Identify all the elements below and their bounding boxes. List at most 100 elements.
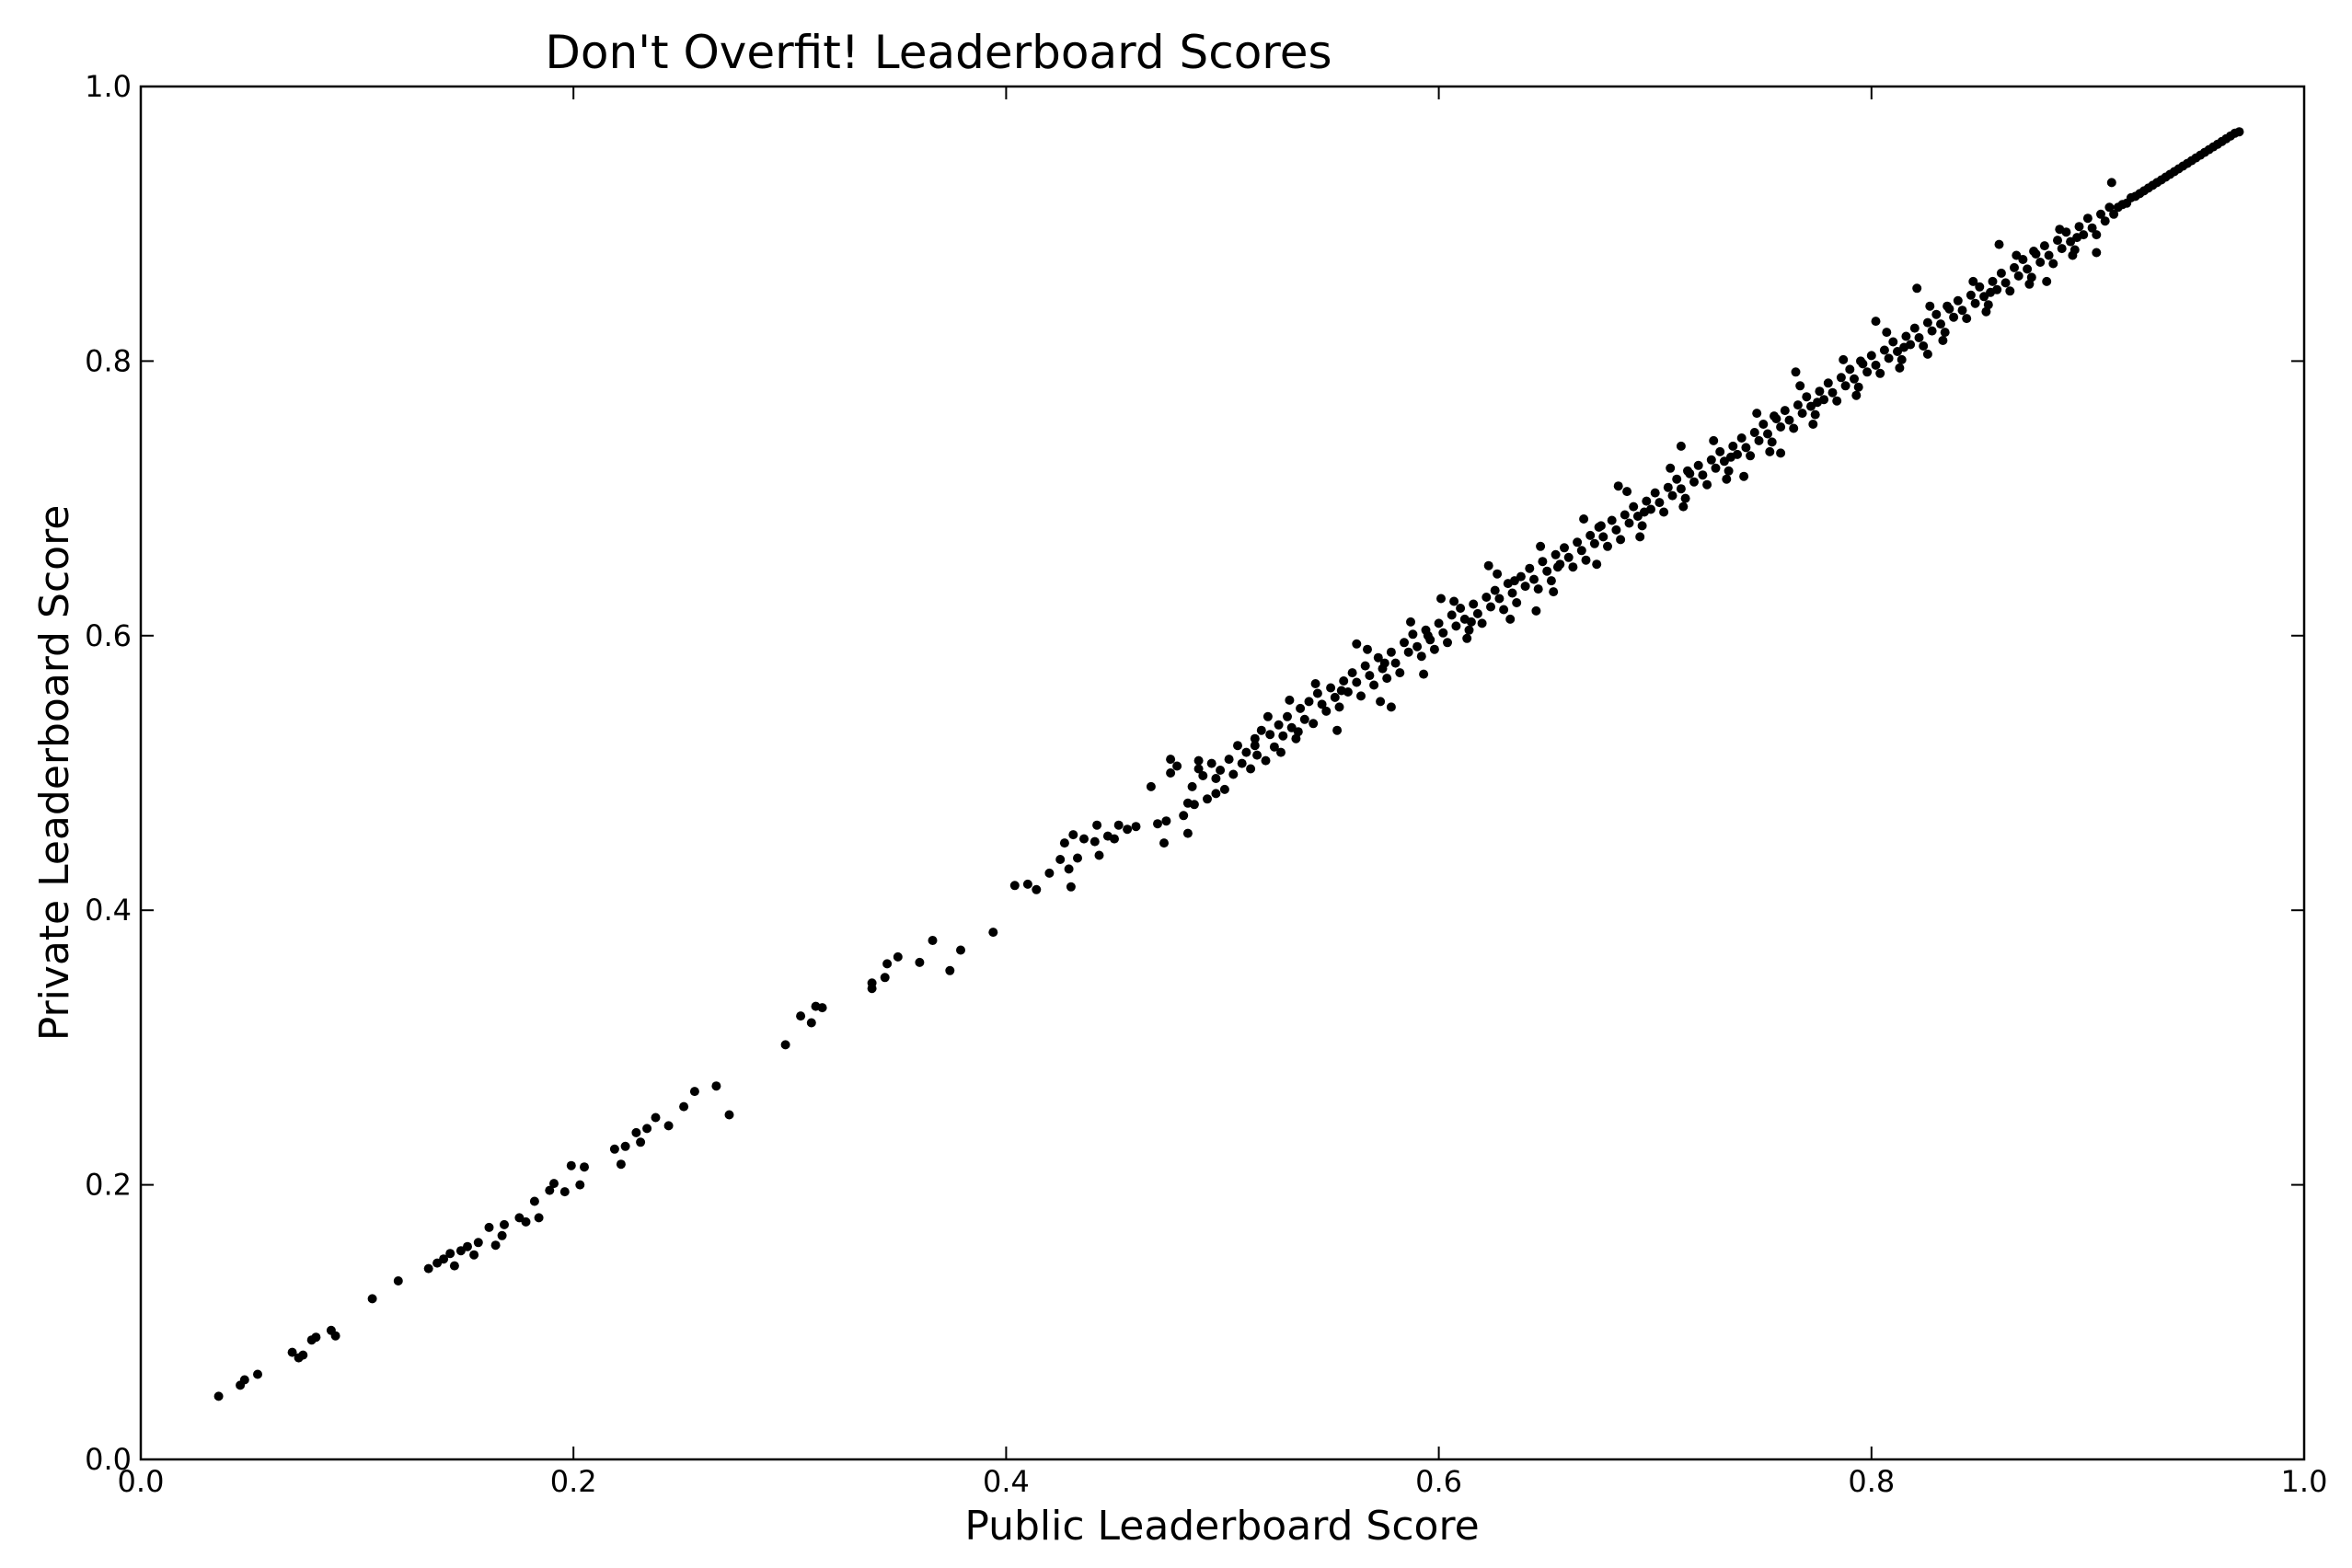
data-point [945,965,955,975]
data-point [1416,651,1426,662]
data-point [1940,328,1950,338]
data-point [1579,514,1589,524]
data-point [1552,562,1562,572]
data-point [928,936,938,945]
data-point [1159,838,1169,848]
data-point [651,1113,661,1123]
data-point [490,1240,501,1251]
data-point [1683,466,1692,476]
data-point [1310,679,1320,688]
data-point [1032,884,1042,894]
x-tick-label: 0.8 [1848,1464,1895,1499]
data-point [1449,596,1459,606]
data-point [1438,628,1448,638]
data-point [1758,420,1769,429]
data-point [880,973,890,983]
data-point [1850,374,1859,384]
data-point [1832,396,1842,406]
data-point [1560,543,1569,553]
data-point [1299,714,1309,724]
data-point [1187,781,1197,791]
data-point [1943,301,1953,311]
x-tick-label: 0.6 [1415,1464,1462,1499]
data-point [455,1246,466,1256]
data-point [1390,658,1401,668]
data-point [1293,727,1303,737]
data-point [287,1347,297,1357]
data-point [1531,605,1541,616]
data-point [1022,879,1032,889]
data-point [1912,283,1922,294]
data-point [1326,683,1336,693]
data-point [1739,471,1749,481]
data-point [1568,562,1578,572]
data-point [1443,638,1452,648]
data-point [1206,758,1216,768]
data-point [1436,594,1446,604]
data-point [1689,477,1699,487]
data-point [2055,225,2065,235]
data-point [500,1219,509,1229]
data-point [1064,864,1074,874]
data-point [1808,420,1818,429]
data-point [1386,702,1396,712]
data-point [620,1141,630,1151]
data-point [1009,881,1020,891]
data-point [2044,250,2054,260]
data-point [2039,241,2049,251]
data-point [1709,435,1719,445]
data-point [1966,290,1976,300]
data-point [1749,428,1759,437]
data-point [1879,345,1889,355]
data-point [1237,758,1247,768]
data-point [1650,488,1660,498]
data-point [956,945,965,955]
data-point [2072,233,2082,243]
data-point [1680,493,1690,503]
data-points-layer [213,127,2244,1401]
data-point [1922,317,1932,328]
data-point [1092,820,1102,830]
y-tick-label: 0.8 [85,343,132,378]
data-point [311,1332,321,1343]
y-axis-label: Private Leaderboard Score [31,505,78,1042]
data-point [1549,587,1559,597]
data-point [1736,433,1747,443]
data-point [1525,563,1535,573]
data-point [575,1180,585,1190]
data-point [1464,625,1474,635]
data-point [2010,262,2019,272]
data-point [1546,576,1556,586]
data-point [1589,538,1599,548]
data-point [1486,602,1495,612]
data-point [1635,532,1645,542]
data-point [1639,507,1649,517]
data-point [893,951,903,962]
data-point [1536,541,1546,551]
data-point [689,1087,699,1097]
data-point [1509,576,1519,586]
data-point [393,1276,403,1286]
data-point [1607,515,1617,525]
data-point [2087,223,2097,233]
data-point [1698,470,1708,480]
data-point [367,1294,377,1304]
data-point [1663,482,1673,492]
data-point [469,1250,479,1260]
data-point [1352,639,1362,649]
data-point [806,1018,816,1028]
data-point [1875,368,1885,378]
data-point [1216,766,1226,775]
data-point [1172,761,1182,771]
data-point [1765,446,1775,456]
data-point [2013,271,2023,281]
data-point [298,1350,308,1360]
data-point [1620,510,1630,520]
data-point [1672,474,1682,484]
data-point [1637,521,1647,531]
data-point [330,1331,340,1341]
data-point [1189,800,1199,810]
data-point [1871,317,1881,327]
data-point [1250,741,1260,751]
data-point [2000,278,2011,288]
